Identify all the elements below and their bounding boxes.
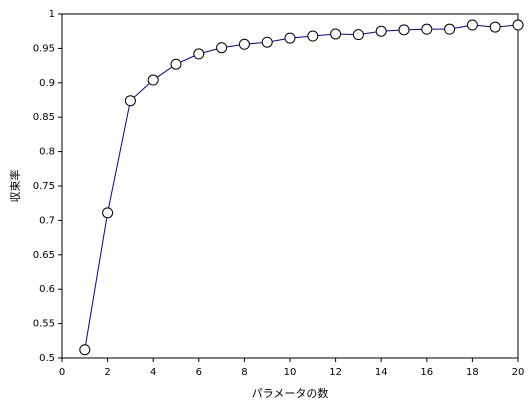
x-tick-label: 8 xyxy=(241,367,247,378)
x-tick-label: 6 xyxy=(196,367,202,378)
data-point xyxy=(512,19,524,31)
x-tick-label: 0 xyxy=(59,367,65,378)
y-tick-label: 0.8 xyxy=(39,147,55,158)
data-point xyxy=(284,32,296,44)
x-tick-label: 20 xyxy=(512,367,525,378)
data-point xyxy=(216,42,228,54)
data-point xyxy=(330,28,342,40)
data-point xyxy=(398,24,410,36)
y-tick-label: 0.6 xyxy=(39,284,55,295)
data-point xyxy=(489,21,501,33)
data-point xyxy=(444,23,456,35)
y-tick-label: 0.65 xyxy=(33,250,55,261)
data-point xyxy=(193,48,205,60)
x-tick-label: 14 xyxy=(375,367,388,378)
y-tick-label: 0.55 xyxy=(33,319,55,330)
data-point xyxy=(170,58,182,70)
x-tick-label: 4 xyxy=(150,367,156,378)
data-point xyxy=(147,74,159,86)
data-point xyxy=(466,19,478,31)
data-point xyxy=(238,38,250,50)
data-point xyxy=(124,95,136,107)
x-tick-label: 12 xyxy=(329,367,342,378)
data-point xyxy=(79,344,91,356)
y-tick-label: 0.7 xyxy=(39,215,55,226)
data-point xyxy=(261,36,273,48)
x-tick-label: 16 xyxy=(420,367,433,378)
y-tick-label: 0.95 xyxy=(33,43,55,54)
y-axis-title: 収束率 xyxy=(8,170,22,203)
data-point xyxy=(307,30,319,42)
data-point xyxy=(352,29,364,41)
x-tick-label: 10 xyxy=(284,367,297,378)
y-tick-label: 0.9 xyxy=(39,78,55,89)
data-point xyxy=(421,23,433,35)
data-point xyxy=(375,25,387,37)
x-tick-label: 18 xyxy=(466,367,479,378)
x-axis-title: パラメータの数 xyxy=(252,387,329,400)
y-tick-label: 0.75 xyxy=(33,181,55,192)
plot-frame xyxy=(61,13,519,359)
y-tick-label: 1 xyxy=(49,9,55,20)
y-tick-label: 0.85 xyxy=(33,112,55,123)
series-line xyxy=(84,24,519,350)
data-point xyxy=(102,207,114,219)
x-tick-label: 2 xyxy=(104,367,110,378)
y-tick-label: 0.5 xyxy=(39,353,55,364)
